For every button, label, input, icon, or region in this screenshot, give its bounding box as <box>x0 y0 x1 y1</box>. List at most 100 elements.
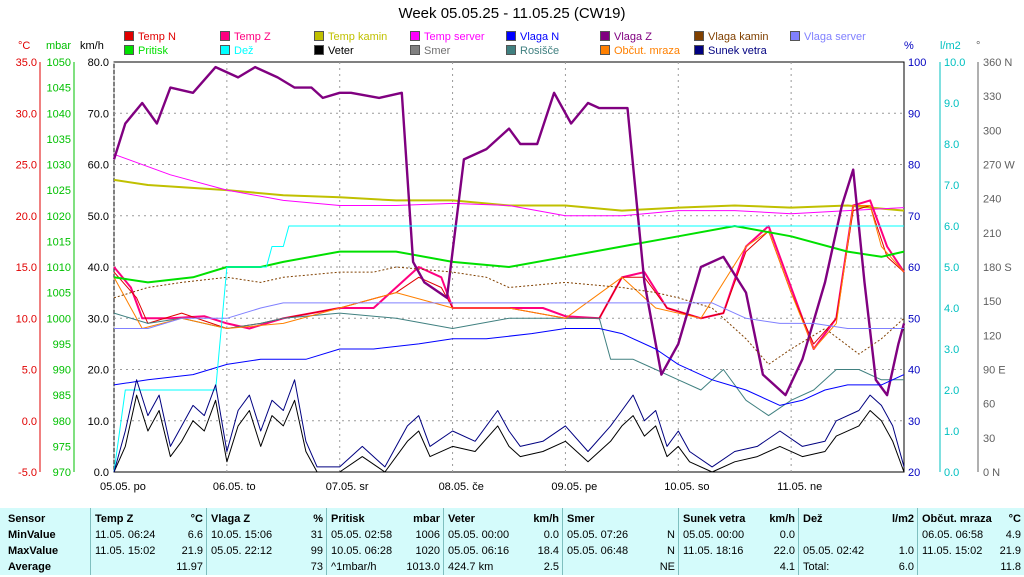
stat-cell-row: ^1mbar/h 1013.0 <box>331 561 440 577</box>
stat-cell-row: Občut. mraza °C <box>922 513 1021 529</box>
temp-unit: °C <box>18 40 31 52</box>
legend-label: Veter <box>328 45 354 57</box>
legend-swatch <box>124 45 134 55</box>
stat-value: 22.0 <box>773 545 795 557</box>
temp-tick-label: 10.0 <box>16 313 37 325</box>
direction-tick-label: 270 W <box>983 160 1015 172</box>
stat-column: Dež l/m2 05.05. 02:42 1.0 Total: 6.0 <box>798 508 917 575</box>
humidity-tick-label: 100 <box>908 57 926 69</box>
stat-sensor-name: Veter <box>448 513 475 525</box>
stat-value: 31 <box>310 529 323 541</box>
legend-label: Smer <box>424 45 451 57</box>
stat-cell-row: 05.05. 07:26 N <box>567 529 675 545</box>
stat-value: 4.1 <box>779 561 795 573</box>
stat-cell-row <box>803 529 914 545</box>
legend-item: Rosišče <box>506 45 559 57</box>
stat-cell-row: 05.05. 22:12 99 <box>211 545 323 561</box>
legend-item: Vlaga server <box>790 31 866 43</box>
direction-tick-label: 30 <box>983 433 995 445</box>
pressure-tick-label: 990 <box>53 365 71 377</box>
stat-cell-row: 05.05. 06:16 18.4 <box>448 545 559 561</box>
legend-label: Vlaga N <box>520 31 560 43</box>
pressure-tick-label: 1000 <box>47 313 71 325</box>
stat-unit: km/h <box>533 513 559 525</box>
direction-tick-label: 120 <box>983 330 1001 342</box>
pressure-tick-label: 1035 <box>47 134 71 146</box>
pressure-tick-label: 1025 <box>47 185 71 197</box>
humidity-tick-label: 50 <box>908 313 920 325</box>
stat-cell-row: 10.05. 06:28 1020 <box>331 545 440 561</box>
row-label-min: MinValue <box>8 529 56 541</box>
legend-label: Pritisk <box>138 45 168 57</box>
legend-swatch <box>314 45 324 55</box>
series-sunek-vetra <box>113 379 905 473</box>
humidity-tick-label: 40 <box>908 365 920 377</box>
stat-column: Temp Z °C 11.05. 06:24 6.6 11.05. 15:02 21.9 1… <box>90 508 206 575</box>
stat-cell-row: 11.05. 06:24 6.6 <box>95 529 203 545</box>
legend-item: Vlaga N <box>506 31 559 43</box>
series-vlaga-n <box>113 328 905 406</box>
pressure-tick-label: 1020 <box>47 211 71 223</box>
stat-cell-row: 4.1 <box>683 561 795 577</box>
stat-value: 1.0 <box>898 545 914 557</box>
stat-sensor-name: Vlaga Z <box>211 513 251 525</box>
direction-tick-label: 210 <box>983 228 1001 240</box>
legend-item: Temp N <box>124 31 176 43</box>
temp-tick-label: 20.0 <box>16 211 37 223</box>
stat-unit: km/h <box>769 513 795 525</box>
legend-swatch <box>220 45 230 55</box>
wind-tick-label: 50.0 <box>88 211 109 223</box>
stat-time: 05.05. 06:16 <box>448 545 510 557</box>
legend-swatch <box>410 31 420 41</box>
stat-cell-row: 05.05. 00:00 0.0 <box>448 529 559 545</box>
legend-label: Vlaga kamin <box>708 31 769 43</box>
stat-cell-row: 73 <box>211 561 323 577</box>
stat-time: 10.05. 15:06 <box>211 529 273 541</box>
legend-item: Veter <box>314 45 354 57</box>
humidity-tick-label: 60 <box>908 262 920 274</box>
stat-time: 05.05. 07:26 <box>567 529 629 541</box>
rain-unit: l/m2 <box>940 40 961 52</box>
pressure-tick-label: 1015 <box>47 236 71 248</box>
row-label-sensor: Sensor <box>8 513 46 525</box>
stat-value: 99 <box>310 545 323 557</box>
stat-unit: °C <box>1008 513 1021 525</box>
legend-label: Temp N <box>138 31 176 43</box>
stat-time: 11.05. 06:24 <box>95 529 156 541</box>
direction-tick-label: 300 <box>983 125 1001 137</box>
stat-time: 06.05. 06:58 <box>922 529 984 541</box>
temp-tick-label: 25.0 <box>16 160 37 172</box>
stat-unit: mbar <box>413 513 440 525</box>
direction-tick-label: 240 <box>983 194 1001 206</box>
stat-cell-row: Total: 6.0 <box>803 561 914 577</box>
pressure-unit: mbar <box>46 40 72 52</box>
weather-chart: 35.0 30.0 25.0 20.0 15.0 10.0 5.0 0.0 -5.0 1050 10… <box>16 57 1016 493</box>
stat-sensor-name: Dež <box>803 513 823 525</box>
legend-swatch <box>506 45 516 55</box>
wind-tick-label: 80.0 <box>88 57 109 69</box>
series-de- <box>113 225 904 473</box>
legend-item: Sunek vetra <box>694 45 767 57</box>
stat-cell-row: 10.05. 15:06 31 <box>211 529 323 545</box>
legend-swatch <box>506 31 516 41</box>
rain-tick-label: 1.0 <box>944 426 959 438</box>
stat-value: 6.6 <box>187 529 203 541</box>
stat-row-labels: Sensor MinValue MaxValue Average <box>0 508 90 575</box>
rain-tick-label: 9.0 <box>944 98 959 110</box>
stat-time: 05.05. 00:00 <box>448 529 510 541</box>
legend-swatch <box>694 31 704 41</box>
pressure-tick-label: 975 <box>53 441 71 453</box>
stat-cell-row: NE <box>567 561 675 577</box>
stat-value: 2.5 <box>543 561 559 573</box>
legend-swatch <box>600 45 610 55</box>
humidity-unit: % <box>904 40 914 52</box>
direction-tick-label: 90 E <box>983 365 1006 377</box>
stat-time: Total: <box>803 561 830 573</box>
stat-sensor-name: Sunek vetra <box>683 513 746 525</box>
direction-tick-label: 0 N <box>983 467 1000 479</box>
legend-item: Temp Z <box>220 31 271 43</box>
stat-cell-row: Smer <box>567 513 675 529</box>
row-label-average: Average <box>8 561 52 573</box>
stat-cell-row: Veter km/h <box>448 513 559 529</box>
stat-value: 1020 <box>415 545 440 557</box>
